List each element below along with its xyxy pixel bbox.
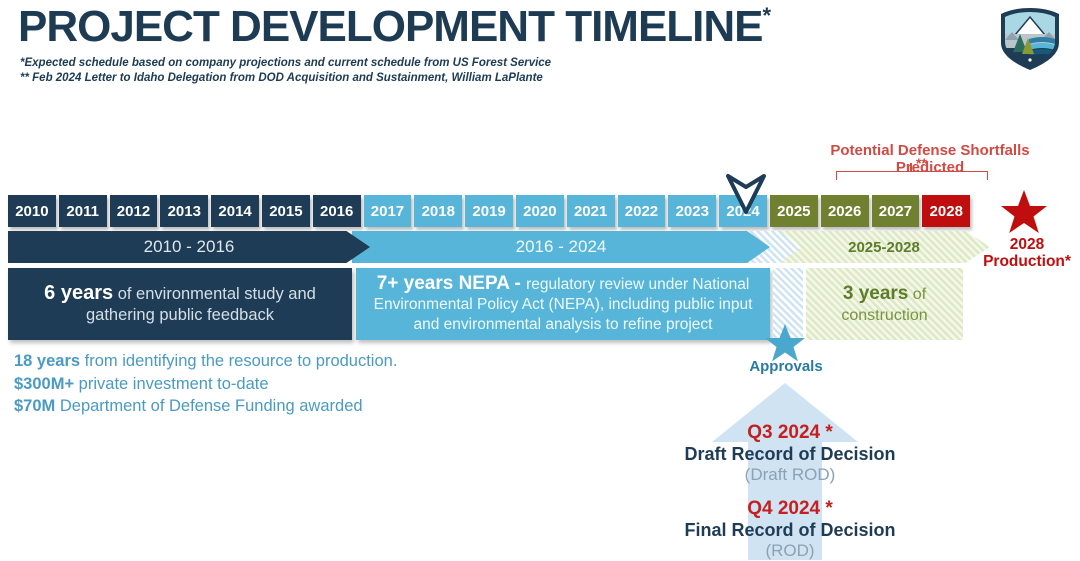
year-cell-2012: 2012 [109, 195, 158, 227]
construction-lead: 3 years [842, 282, 909, 304]
range-arrow-2016-2024: 2016 - 2024 [352, 231, 770, 263]
year-cell-2019: 2019 [465, 195, 513, 227]
year-row: 2010 2011 2012 2013 2014 2015 2016 2017 2018 2019… [8, 195, 971, 227]
approvals-label: Approvals [749, 358, 823, 375]
page-title: PROJECT DEVELOPMENT TIMELINE* [18, 2, 772, 52]
production-star-icon [1001, 190, 1047, 233]
study-rest: of environmental study and gathering pub… [85, 284, 316, 324]
year-cell-2013: 2013 [160, 195, 209, 227]
decision-q4-sub: (ROD) [765, 541, 815, 560]
year-cell-2027: 2027 [871, 195, 920, 227]
decision-q4: Q4 2024 * Final Record of Decision (ROD) [640, 498, 940, 561]
year-cell-2023: 2023 [668, 195, 717, 227]
nepa-lead: 7+ years NEPA - [376, 272, 527, 294]
stat-2-rest: Department of Defense Funding awarded [55, 397, 363, 415]
year-cell-2028: 2028 [922, 195, 971, 227]
year-cell-2015: 2015 [261, 195, 310, 227]
year-cell-2025: 2025 [769, 195, 818, 227]
year-cell-2026: 2026 [820, 195, 869, 227]
construction-rest: of construction [841, 285, 928, 324]
nepa-rest: regulatory review under National Environ… [373, 275, 753, 333]
range-arrow-2010-2016: 2010 - 2016 [8, 231, 370, 263]
stat-line: $300M+ private investment to-date [14, 373, 397, 396]
year-cell-2010: 2010 [8, 195, 56, 227]
range-arrow-row: 2025-2028 2016 - 2024 2010 - 2016 [0, 231, 1080, 263]
range-arrow-2025-2028: 2025-2028 [778, 231, 990, 263]
production-label: 2028 Production* [968, 236, 1080, 270]
year-cell-2018: 2018 [414, 195, 463, 227]
decision-q3-title: Draft Record of Decision [684, 444, 896, 464]
decision-q4-title: Final Record of Decision [684, 520, 896, 540]
year-cell-2022: 2022 [617, 195, 666, 227]
approvals-star-icon [765, 324, 805, 362]
page-title-text: PROJECT DEVELOPMENT TIMELINE [18, 2, 764, 51]
year-cell-2021: 2021 [566, 195, 615, 227]
title-asterisk: * [762, 3, 772, 28]
decision-q3-quarter: Q3 2024 * [747, 422, 833, 443]
stat-0-lead: 18 years [14, 352, 81, 370]
shortfalls-note: ** [916, 155, 927, 171]
up-arrow-icon [712, 383, 858, 560]
footnote-2: ** Feb 2024 Letter to Idaho Delegation f… [20, 71, 543, 84]
year-cell-2024: 2024 [719, 195, 767, 227]
year-cell-2014: 2014 [211, 195, 259, 227]
stat-1-rest: private investment to-date [74, 374, 269, 393]
year-cell-2016: 2016 [312, 195, 361, 227]
production-text: Production* [983, 253, 1071, 270]
stats-block: 18 years from identifying the resource t… [14, 350, 397, 418]
year-cell-2017: 2017 [363, 195, 412, 227]
construction-block: 3 years of construction [806, 268, 963, 340]
stat-line: $70M Department of Defense Funding award… [14, 395, 397, 418]
mountain-shield-logo-icon [1001, 8, 1059, 70]
footnote-1: *Expected schedule based on company proj… [20, 57, 552, 69]
shortfalls-bracket [836, 171, 988, 180]
year-cell-2020: 2020 [515, 195, 564, 227]
decisions-block: Q3 2024 * Draft Record of Decision (Draf… [640, 422, 940, 561]
decision-q3: Q3 2024 * Draft Record of Decision (Draf… [640, 422, 940, 485]
decision-q3-sub: (Draft ROD) [744, 465, 836, 484]
range-label-2025-2028: 2025-2028 [848, 238, 920, 256]
range-label-2016-2024: 2016 - 2024 [515, 237, 607, 256]
study-lead: 6 years [44, 281, 114, 304]
stat-line: 18 years from identifying the resource t… [14, 350, 397, 373]
footnotes: *Expected schedule based on company proj… [20, 56, 551, 85]
stat-2-lead: $70M [14, 397, 56, 415]
production-year: 2028 [1009, 236, 1045, 253]
range-label-2010-2016: 2010 - 2016 [143, 237, 235, 256]
stat-1-lead: $300M+ [14, 374, 75, 393]
shortfalls-bracket-tick [910, 163, 912, 171]
year-cell-2011: 2011 [58, 195, 107, 227]
study-block: 6 years of environmental study and gathe… [8, 268, 352, 340]
phase-blocks-row: 6 years of environmental study and gathe… [0, 268, 1080, 340]
transition-strip [773, 268, 803, 340]
nepa-block: 7+ years NEPA - regulatory review under … [356, 268, 770, 340]
current-year-marker-icon [726, 174, 766, 214]
stat-0-rest: from identifying the resource to product… [80, 352, 398, 370]
decision-q4-quarter: Q4 2024 * [747, 498, 833, 519]
